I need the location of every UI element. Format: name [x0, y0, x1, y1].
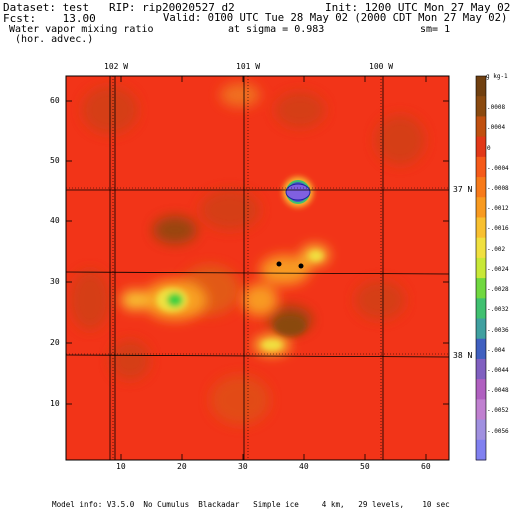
- x-tick-label: 20: [177, 462, 187, 471]
- init-line: Init: 1200 UTC Mon 27 May 02: [325, 1, 511, 14]
- colorbar-label: -.004: [487, 346, 506, 354]
- colorbar-swatch: [476, 298, 486, 320]
- dataset-line: Dataset: test RIP: rip20020527_d2: [3, 1, 235, 14]
- lon-label-101w: 101 W: [236, 62, 261, 71]
- colorbar-label: -.0012: [487, 205, 509, 213]
- plot-border: [65, 75, 450, 461]
- colorbar-label: -.0008: [487, 185, 509, 193]
- field-qualifier: (hor. advec.): [3, 34, 94, 45]
- smoothing: sm= 1: [420, 24, 451, 35]
- colorbar-outline: [475, 75, 487, 461]
- x-tick-label: 40: [299, 462, 309, 471]
- colorbar-label: -.0028: [487, 286, 509, 294]
- colorbar-label: -.0048: [487, 387, 509, 395]
- colorbar-swatch: [476, 237, 486, 259]
- colorbar-label: -.0004: [487, 164, 509, 172]
- colorbar-swatch: [476, 278, 486, 299]
- colorbar-label: -.0024: [487, 265, 509, 273]
- colorbar-swatch: [476, 257, 486, 279]
- x-tick-label: 30: [238, 462, 248, 471]
- colorbar-label: 0: [487, 144, 491, 152]
- field-patterns: [66, 76, 449, 460]
- x-tick-label: 50: [360, 462, 370, 471]
- colorbar-label: -.0032: [487, 306, 509, 314]
- y-tick-label: 30: [50, 277, 60, 286]
- field-name: Water vapor mixing ratio: [3, 24, 154, 35]
- y-tick-label: 20: [50, 338, 60, 347]
- colorbar-swatch: [476, 136, 486, 158]
- valid-line: Valid: 0100 UTC Tue 28 May 02 (2000 CDT …: [163, 12, 508, 24]
- colorbar-swatch: [476, 399, 486, 421]
- colorbar-label: -.0016: [487, 225, 509, 233]
- colorbar-swatch: [476, 156, 486, 178]
- colorbar-label: -.0036: [487, 326, 509, 334]
- colorbar-swatch: [476, 116, 486, 138]
- colorbar-swatch: [476, 76, 486, 97]
- colorbar-swatch: [476, 197, 486, 218]
- colorbar-swatch: [476, 338, 486, 360]
- y-tick-label: 60: [50, 96, 60, 105]
- colorbar-swatch: [476, 318, 486, 340]
- axis-ticks: [66, 76, 449, 460]
- colorbar-label: -.0056: [487, 427, 509, 435]
- colorbar-swatch: [476, 419, 486, 441]
- colorbar-label: -.002: [487, 245, 506, 253]
- colorbar-label: -.0044: [487, 366, 509, 374]
- colorbar-label: .0008: [487, 104, 506, 112]
- lat-label-37n: 37 N: [453, 185, 473, 194]
- colorbar: [475, 75, 487, 461]
- y-tick-label: 40: [50, 216, 60, 225]
- model-info: Model info: V3.5.0 No Cumulus Blackadar …: [52, 500, 450, 509]
- fcst-line: Fcst: 13.00: [3, 12, 96, 25]
- colorbar-swatch: [476, 96, 486, 117]
- colorbar-swatch: [476, 379, 486, 400]
- y-tick-label: 10: [50, 399, 60, 408]
- x-tick-label: 10: [116, 462, 126, 471]
- y-tick-label: 50: [50, 156, 60, 165]
- colorbar-swatch: [476, 358, 486, 380]
- colorbar-swatch: [476, 217, 486, 239]
- lon-label-100w: 100 W: [369, 62, 394, 71]
- colorbar-label: .0004: [487, 124, 506, 132]
- lat-label-38n: 38 N: [453, 351, 473, 360]
- sigma-level: at sigma = 0.983: [228, 24, 325, 35]
- x-tick-label: 60: [421, 462, 431, 471]
- colorbar-label: -.0052: [487, 407, 509, 415]
- colorbar-swatch: [476, 439, 486, 461]
- lon-label-102w: 102 W: [104, 62, 129, 71]
- colorbar-swatch: [476, 177, 486, 198]
- colorbar-unit: g kg-1: [486, 73, 508, 80]
